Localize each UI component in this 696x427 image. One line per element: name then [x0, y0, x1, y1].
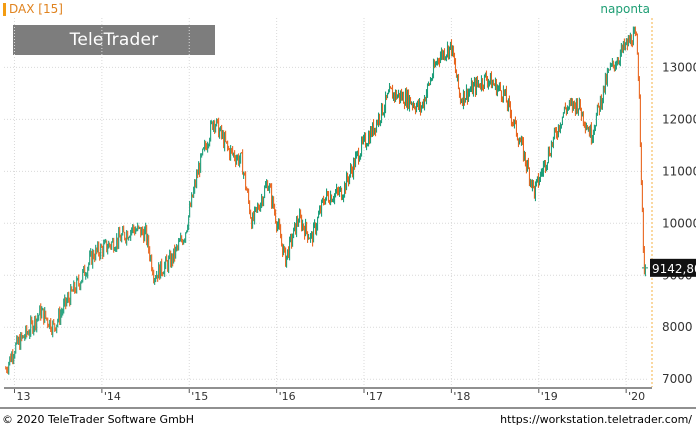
watermark-logo: TeleTrader WorkStation — [13, 25, 215, 80]
source-url[interactable]: https://workstation.teletrader.com/ — [500, 413, 692, 426]
x-tick-label: '19 — [541, 390, 558, 403]
y-tick-label: 13000 — [662, 60, 696, 74]
y-tick-label: 7000 — [662, 372, 693, 386]
x-tick-label: '16 — [279, 390, 296, 403]
x-tick-label: '17 — [366, 390, 383, 403]
grid-lines — [4, 18, 648, 387]
logo-brand-regular: TeleTrader — [69, 30, 159, 50]
period-label[interactable]: naponta — [600, 2, 650, 16]
copyright-text: © 2020 TeleTrader Software GmbH — [2, 413, 195, 426]
last-value-badge — [650, 258, 696, 277]
x-tick-label: '14 — [104, 390, 121, 403]
x-tick-label: 13 — [16, 390, 30, 403]
instrument-label: DAX [15] — [3, 2, 63, 16]
instrument-symbol[interactable]: DAX [15] — [9, 2, 63, 16]
y-tick-label: 10000 — [662, 216, 696, 230]
axes: 7000800090001000011000120001300013'14'15… — [0, 18, 696, 409]
y-tick-label: 8000 — [662, 320, 693, 334]
x-tick-label: '15 — [191, 390, 208, 403]
x-tick-label: '20 — [628, 390, 645, 403]
price-bars — [5, 26, 646, 375]
x-tick-label: '18 — [453, 390, 470, 403]
instrument-color-marker — [3, 2, 6, 16]
last-value-label: 9142,80 — [652, 262, 696, 276]
logo-brand-bold: WorkStation — [53, 60, 175, 80]
y-tick-label: 11000 — [662, 164, 696, 178]
y-tick-label: 12000 — [662, 112, 696, 126]
